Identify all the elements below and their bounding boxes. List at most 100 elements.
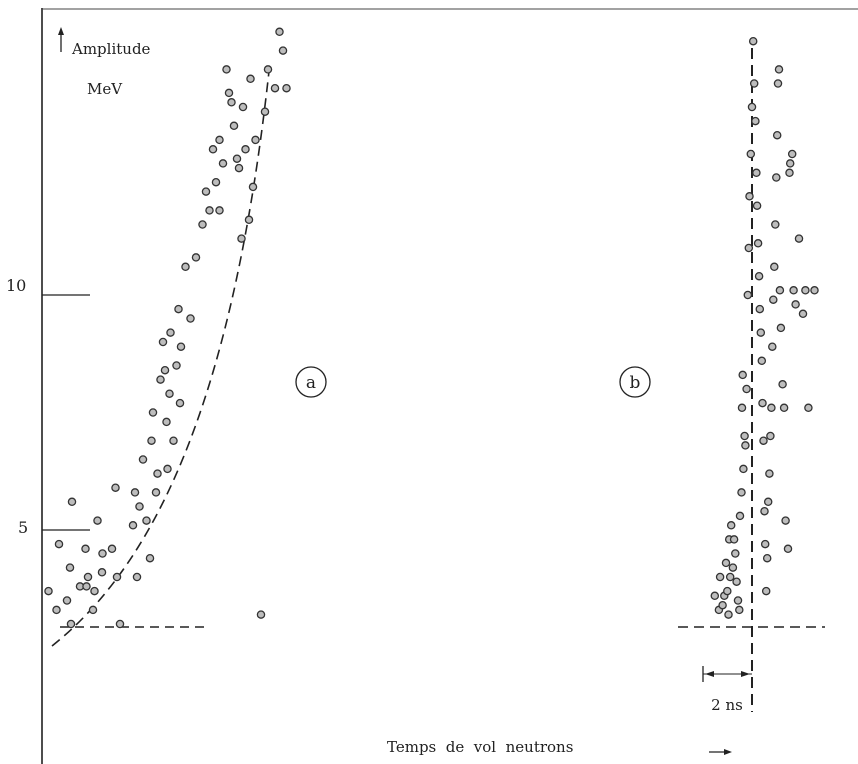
data-point-a-70 (270, 83, 280, 93)
data-point-b-72 (804, 403, 813, 413)
data-point-a-21 (130, 488, 140, 497)
data-point-b-43 (760, 539, 770, 549)
data-point-b-44 (761, 586, 771, 596)
data-point-a-71 (275, 27, 284, 37)
data-point-b-22 (740, 431, 749, 441)
data-point-a-47 (201, 187, 211, 196)
data-point-b-38 (756, 328, 766, 337)
data-point-a-53 (218, 159, 228, 168)
data-point-b-65 (785, 159, 795, 168)
data-point-b-3 (718, 600, 727, 610)
scale-bar-arrow-left-icon (705, 671, 714, 677)
data-point-b-50 (768, 342, 777, 351)
data-point-b-42 (760, 506, 769, 516)
data-point-b-30 (748, 36, 758, 46)
data-point-a-44 (186, 314, 195, 323)
panel-label-a-circle (295, 366, 327, 398)
data-point-a-39 (172, 361, 181, 370)
data-point-a-38 (169, 436, 178, 445)
data-point-a-30 (153, 469, 162, 478)
data-point-a-15 (97, 568, 107, 577)
data-point-a-52 (215, 206, 224, 215)
data-point-b-70 (798, 309, 808, 319)
data-point-a-19 (115, 619, 125, 629)
data-point-a-34 (162, 417, 171, 427)
data-point-a-0 (44, 586, 53, 596)
data-point-b-17 (735, 511, 745, 521)
data-point-a-64 (246, 74, 255, 84)
data-point-b-52 (770, 262, 779, 272)
data-point-a-50 (211, 177, 221, 187)
data-point-b-18 (737, 488, 746, 497)
data-point-b-66 (787, 149, 797, 159)
data-point-a-65 (248, 182, 258, 192)
data-point-a-58 (232, 154, 242, 163)
data-point-b-36 (754, 271, 764, 281)
data-point-a-16 (107, 544, 117, 554)
data-point-b-12 (729, 535, 739, 544)
data-point-b-39 (757, 356, 767, 366)
data-point-b-55 (772, 130, 782, 140)
data-point-b-45 (762, 553, 772, 563)
data-point-a-61 (238, 102, 248, 112)
y-axis-arrowhead-icon (58, 27, 64, 35)
data-point-a-37 (166, 328, 175, 337)
data-point-a-31 (156, 375, 165, 384)
y-tick-label-5: 5 (18, 518, 28, 537)
data-point-b-63 (783, 544, 793, 554)
scale-bar-arrow-right-icon (741, 671, 750, 677)
data-point-b-20 (738, 370, 747, 380)
data-point-a-66 (251, 135, 260, 145)
data-point-a-12 (90, 586, 99, 596)
data-point-a-43 (181, 262, 190, 272)
data-point-a-46 (198, 220, 207, 229)
data-point-a-1 (52, 605, 61, 615)
panel-label-b: b (630, 373, 641, 393)
data-point-a-67 (256, 610, 266, 619)
data-point-a-32 (158, 337, 168, 347)
panel-label-b-circle (619, 366, 651, 398)
data-point-b-2 (715, 572, 725, 582)
data-point-a-27 (147, 436, 156, 445)
data-point-a-13 (93, 516, 102, 525)
data-point-b-48 (766, 431, 775, 441)
data-point-b-16 (735, 605, 744, 615)
data-point-a-73 (282, 83, 291, 93)
data-point-a-54 (222, 65, 231, 74)
data-point-a-11 (88, 605, 98, 615)
data-point-b-24 (742, 384, 751, 394)
data-point-b-34 (752, 201, 762, 210)
panel-label-a: a (306, 373, 316, 393)
data-point-b-68 (791, 300, 800, 309)
data-point-a-29 (151, 488, 161, 497)
data-point-b-23 (741, 441, 750, 450)
data-point-b-46 (763, 497, 773, 507)
data-point-a-55 (224, 88, 234, 98)
scale-bar-label: 2 ns (711, 696, 743, 714)
data-point-b-41 (759, 436, 768, 445)
data-point-b-13 (731, 549, 740, 558)
data-point-b-49 (767, 403, 776, 413)
data-point-a-26 (145, 553, 155, 563)
data-point-b-11 (728, 563, 738, 572)
data-point-b-57 (774, 65, 784, 74)
ylabel: Amplitude (71, 40, 151, 58)
yunit: MeV (87, 80, 123, 98)
data-point-a-49 (208, 145, 218, 154)
data-point-a-69 (263, 65, 273, 74)
data-point-a-33 (160, 365, 170, 375)
data-point-b-28 (746, 149, 756, 159)
data-point-b-6 (723, 586, 732, 596)
data-point-b-33 (752, 168, 761, 178)
data-point-b-10 (726, 521, 736, 530)
data-point-b-5 (721, 558, 731, 568)
data-point-a-40 (174, 304, 183, 314)
data-point-a-6 (67, 497, 77, 507)
data-point-a-20 (128, 521, 138, 530)
data-point-a-72 (278, 46, 288, 55)
data-point-a-60 (237, 234, 246, 243)
y-tick-label-10: 10 (6, 276, 26, 295)
data-point-a-41 (175, 398, 185, 408)
data-point-b-61 (779, 403, 789, 413)
